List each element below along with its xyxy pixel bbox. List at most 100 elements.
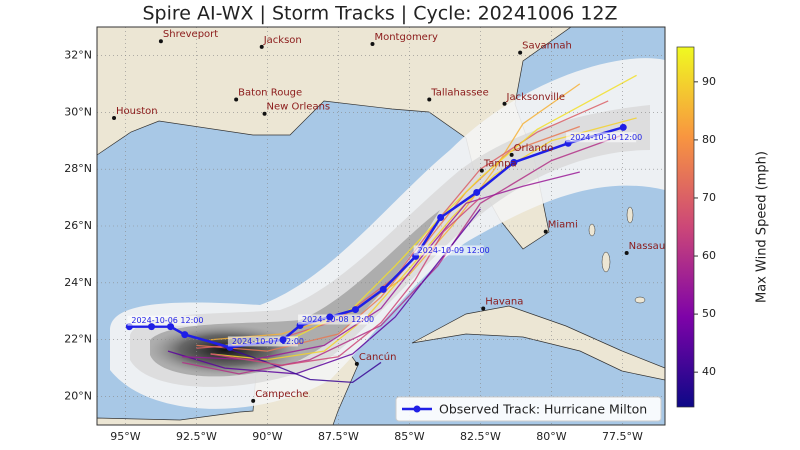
legend: Observed Track: Hurricane Milton	[395, 396, 662, 422]
city-dot	[479, 168, 484, 173]
y-tick-label: 32°N	[64, 48, 92, 61]
annotation: 2024-10-08 12:00	[302, 315, 374, 324]
ensemble-track	[167, 208, 481, 375]
x-tick-label: 90°W	[252, 430, 282, 443]
city-dot	[259, 44, 264, 49]
city-label: Houston	[116, 106, 158, 117]
annotation-box	[298, 314, 369, 325]
observed-point	[510, 158, 518, 166]
ensemble-track	[210, 117, 637, 361]
city-dot	[234, 97, 239, 102]
city-dot	[262, 111, 267, 116]
observed-point	[437, 213, 445, 221]
x-tick-label: 92.5°W	[176, 430, 217, 443]
city-dot	[251, 398, 256, 403]
annotation-box	[127, 315, 198, 326]
observed-point	[379, 285, 387, 293]
y-tick-label: 30°N	[64, 105, 92, 118]
annotation: 2024-10-09 12:00	[418, 246, 490, 255]
annotation-box	[227, 336, 298, 347]
colorbar-tick-label: 50	[702, 307, 716, 320]
annotation: 2024-10-06 12:00	[131, 316, 203, 325]
city-label: Savannah	[522, 41, 572, 52]
grid	[97, 27, 665, 425]
ensemble-track	[210, 341, 382, 384]
city-dot	[112, 115, 117, 120]
density-middle	[130, 105, 650, 387]
colorbar-tick-label: 70	[702, 191, 716, 204]
city-label: Orlando	[514, 143, 554, 154]
city-label: Jacksonville	[506, 92, 565, 103]
ensemble-track	[210, 197, 481, 366]
city-label: New Orleans	[267, 102, 331, 113]
x-tick-label: 82.5°W	[460, 430, 501, 443]
legend-marker	[413, 405, 421, 413]
city-dot	[624, 251, 629, 256]
observed-point	[473, 188, 481, 196]
axes: 95°W 92.5°W 90°W 87.5°W 85°W 82.5°W 80°W 77.5°W…	[64, 48, 643, 443]
y-tick-label: 24°N	[64, 276, 92, 289]
annotation: 2024-10-07 12:00	[232, 337, 304, 346]
city-dot	[481, 306, 486, 311]
y-tick-label: 26°N	[64, 219, 92, 232]
city-dot	[518, 50, 523, 55]
city-label: Tampa	[483, 159, 517, 170]
legend-box	[395, 396, 662, 422]
x-tick-label: 77.5°W	[602, 430, 643, 443]
city-label: Cancún	[359, 351, 397, 363]
x-tick-label: 80°W	[536, 430, 566, 443]
legend-label: Observed Track: Hurricane Milton	[439, 402, 647, 417]
ensemble-track	[224, 74, 637, 347]
city-label: Jackson	[263, 35, 302, 46]
observed-point	[279, 336, 287, 344]
map-frame	[96, 26, 666, 426]
city-label: Tallahassee	[430, 87, 488, 98]
colorbar-tick-label: 90	[702, 75, 716, 88]
city-dot	[370, 42, 375, 47]
observed-point	[619, 123, 627, 131]
x-tick-label: 95°W	[110, 430, 140, 443]
map-area: 2024-10-06 12:00 2024-10-07 12:00 2024-10-…	[97, 27, 665, 425]
land-cuba	[411, 305, 665, 381]
ensemble-track	[182, 171, 580, 361]
observed-point	[326, 313, 334, 321]
city-dot	[502, 101, 507, 106]
city-dot	[158, 39, 163, 44]
annotation-box	[566, 132, 637, 143]
density-core	[150, 325, 300, 375]
chart-title: Spire AI-WX | Storm Tracks | Cycle: 2024…	[142, 3, 617, 25]
colorbar-tick-label: 80	[702, 133, 716, 146]
city-label: Baton Rouge	[238, 87, 302, 98]
colorbar-label: Max Wind Speed (mph)	[755, 151, 770, 303]
observed-point	[148, 323, 156, 331]
city-dot	[354, 361, 359, 366]
bahamas	[588, 206, 646, 304]
colorbar-tick-label: 40	[702, 365, 716, 378]
city-dot	[543, 229, 548, 234]
observed-point	[351, 306, 359, 314]
y-tick-label: 22°N	[64, 333, 92, 346]
city-label: Miami	[548, 220, 578, 231]
observed-line	[129, 126, 624, 349]
x-tick-label: 85°W	[394, 430, 424, 443]
city-label: Campeche	[255, 389, 308, 400]
y-tick-label: 28°N	[64, 162, 92, 175]
observed-point	[167, 323, 175, 331]
city-dot	[509, 152, 514, 157]
cities: Shreveport Jackson Montgomery Savannah Baton…	[112, 29, 665, 403]
colorbar-tick-label: 60	[702, 249, 716, 262]
colorbar	[676, 46, 695, 408]
x-tick-label: 87.5°W	[318, 430, 359, 443]
observed-point	[181, 331, 189, 339]
city-label: Shreveport	[163, 29, 218, 40]
city-label: Nassau	[629, 241, 666, 252]
annotation: 2024-10-10 12:00	[570, 133, 642, 142]
observed-track: 2024-10-06 12:00 2024-10-07 12:00 2024-10-…	[125, 123, 642, 351]
city-label: Montgomery	[374, 32, 437, 43]
city-label: Havana	[485, 296, 523, 307]
y-tick-label: 20°N	[64, 390, 92, 403]
city-dot	[427, 97, 432, 102]
annotation-box	[413, 245, 484, 256]
